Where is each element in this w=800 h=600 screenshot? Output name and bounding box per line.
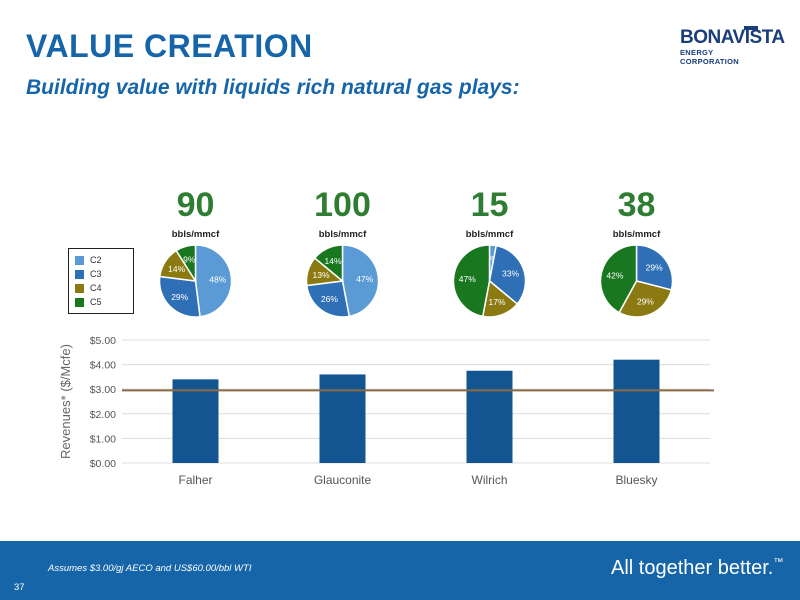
y-tick-label: $0.00	[90, 458, 116, 470]
pie-data-label: 47%	[356, 274, 373, 284]
x-tick-label: Falher	[178, 473, 212, 487]
bar	[172, 379, 219, 463]
pie-data-label: 3%	[485, 254, 498, 264]
legend-swatch-c2	[75, 255, 84, 265]
pie-slice	[452, 244, 491, 318]
pie-slice	[313, 244, 344, 283]
legend-label-c5: C5	[90, 297, 102, 307]
pie-data-label: 26%	[321, 294, 338, 304]
trademark-mark: ™	[773, 557, 784, 568]
pie-data-label: 9%	[183, 255, 196, 265]
unit-label: bbls/mmcf	[319, 229, 367, 240]
pie-slice	[635, 244, 674, 291]
footnote: Assumes $3.00/gj AECO and US$60.00/bbl W…	[48, 563, 252, 574]
pie-slice	[194, 244, 233, 318]
y-tick-label: $5.00	[90, 335, 116, 347]
headline-number: 100	[314, 186, 371, 224]
page-subtitle: Building value with liquids rich natural…	[26, 76, 520, 99]
pie-data-label: 29%	[637, 296, 654, 306]
legend-label-c3: C3	[90, 269, 102, 279]
legend-item-c5: C5	[75, 297, 102, 307]
pie-data-label: 29%	[171, 292, 188, 302]
pie-data-label: 29%	[646, 262, 663, 272]
page-title: VALUE CREATION	[26, 28, 313, 64]
y-tick-label: $1.00	[90, 433, 116, 445]
logo-subtitle: ENERGY CORPORATION	[680, 48, 739, 66]
x-tick-label: Bluesky	[615, 473, 657, 487]
pie-slice	[158, 275, 201, 318]
legend-swatch-c3	[75, 269, 84, 279]
headline-number: 90	[177, 186, 215, 224]
x-tick-label: Glauconite	[314, 473, 372, 487]
pie-data-label: 47%	[459, 274, 476, 284]
pie-data-label: 48%	[209, 275, 226, 285]
unit-label: bbls/mmcf	[172, 229, 220, 240]
pie-data-label: 42%	[606, 270, 623, 280]
pie-slice	[175, 244, 197, 284]
value-creation-chart: $0.00 $1.00 $2.00 $3.00 $4.00 $5.00 Revenues* …	[58, 186, 714, 487]
pie-slice	[305, 280, 351, 318]
y-tick-label: $2.00	[90, 409, 116, 421]
legend-item-c3: C3	[75, 269, 102, 279]
pie-legend: C2 C3 C4 C5	[68, 248, 134, 314]
unit-label: bbls/mmcf	[613, 229, 661, 240]
y-axis-label: Revenues* ($/Mcfe)	[58, 344, 73, 459]
tagline-text: All together better.	[611, 557, 774, 579]
legend-item-c4: C4	[75, 283, 102, 293]
tagline: All together better.™	[611, 557, 783, 580]
pie-data-label: 13%	[313, 270, 330, 280]
pie-slice	[599, 244, 638, 314]
x-tick-label: Wilrich	[472, 473, 508, 487]
logo-wordmark: BONAVISTA	[680, 27, 785, 48]
pie-data-label: 17%	[489, 297, 506, 307]
bar	[613, 359, 660, 463]
company-logo: BONAVISTA ENERGY CORPORATION	[680, 26, 785, 66]
bar	[319, 374, 366, 463]
pie-slice	[488, 244, 527, 306]
logo-accent-mark	[744, 26, 758, 30]
y-tick-label: $3.00	[90, 384, 116, 396]
legend-swatch-c5	[75, 297, 84, 307]
bar	[466, 370, 513, 463]
page-number: 37	[14, 582, 25, 593]
unit-label: bbls/mmcf	[466, 229, 514, 240]
legend-item-c2: C2	[75, 255, 102, 265]
legend-label-c2: C2	[90, 255, 102, 265]
pie-data-label: 33%	[502, 268, 519, 278]
y-tick-label: $4.00	[90, 360, 116, 372]
pie-data-label: 14%	[324, 256, 341, 266]
headline-number: 15	[471, 186, 509, 224]
legend-label-c4: C4	[90, 283, 102, 293]
legend-swatch-c4	[75, 283, 84, 293]
pie-data-label: 14%	[168, 264, 185, 274]
headline-number: 38	[618, 186, 656, 224]
pie-slice	[341, 244, 380, 318]
footer-bar: Assumes $3.00/gj AECO and US$60.00/bbl W…	[0, 541, 800, 600]
